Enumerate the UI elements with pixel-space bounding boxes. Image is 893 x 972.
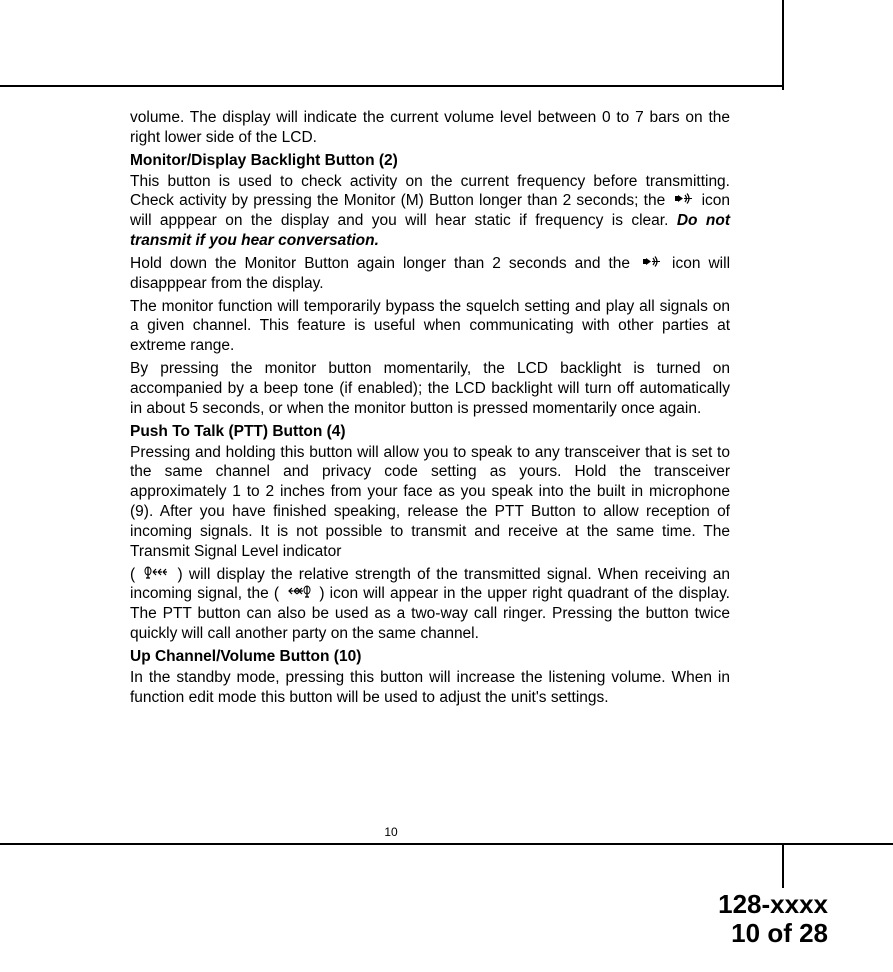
footer-doc-id: 128-xxxx bbox=[718, 890, 828, 919]
text-fragment: Hold down the Monitor Button again longe… bbox=[130, 255, 638, 272]
paragraph-monitor-4: By pressing the monitor button momentari… bbox=[130, 359, 730, 418]
heading-up-channel: Up Channel/Volume Button (10) bbox=[130, 648, 730, 666]
paragraph-monitor-1: This button is used to check activity on… bbox=[130, 172, 730, 251]
bottom-right-horizontal-rule bbox=[782, 843, 893, 845]
text-fragment: This button is used to check activity on… bbox=[130, 173, 730, 210]
text-fragment: ( bbox=[130, 566, 141, 583]
speaker-waves-icon bbox=[641, 254, 661, 274]
paragraph-monitor-2: Hold down the Monitor Button again longe… bbox=[130, 254, 730, 294]
footer-page-of: 10 of 28 bbox=[718, 919, 828, 948]
heading-monitor-backlight: Monitor/Display Backlight Button (2) bbox=[130, 152, 730, 170]
paragraph-volume-continue: volume. The display will indicate the cu… bbox=[130, 108, 730, 148]
document-body: volume. The display will indicate the cu… bbox=[130, 108, 730, 711]
paragraph-ptt-2: ( ) will display the relative strength o… bbox=[130, 565, 730, 644]
footer-block: 128-xxxx 10 of 28 bbox=[718, 890, 828, 947]
page-number: 10 bbox=[0, 825, 782, 839]
antenna-receive-icon bbox=[286, 584, 312, 604]
bottom-right-vertical-rule bbox=[782, 843, 784, 888]
speaker-waves-icon bbox=[673, 191, 693, 211]
paragraph-ptt-1: Pressing and holding this button will al… bbox=[130, 443, 730, 562]
heading-ptt: Push To Talk (PTT) Button (4) bbox=[130, 423, 730, 441]
antenna-transmit-icon bbox=[143, 565, 169, 585]
paragraph-monitor-3: The monitor function will temporarily by… bbox=[130, 297, 730, 356]
top-right-vertical-rule bbox=[782, 0, 784, 90]
paragraph-up-channel: In the standby mode, pressing this butto… bbox=[130, 668, 730, 708]
